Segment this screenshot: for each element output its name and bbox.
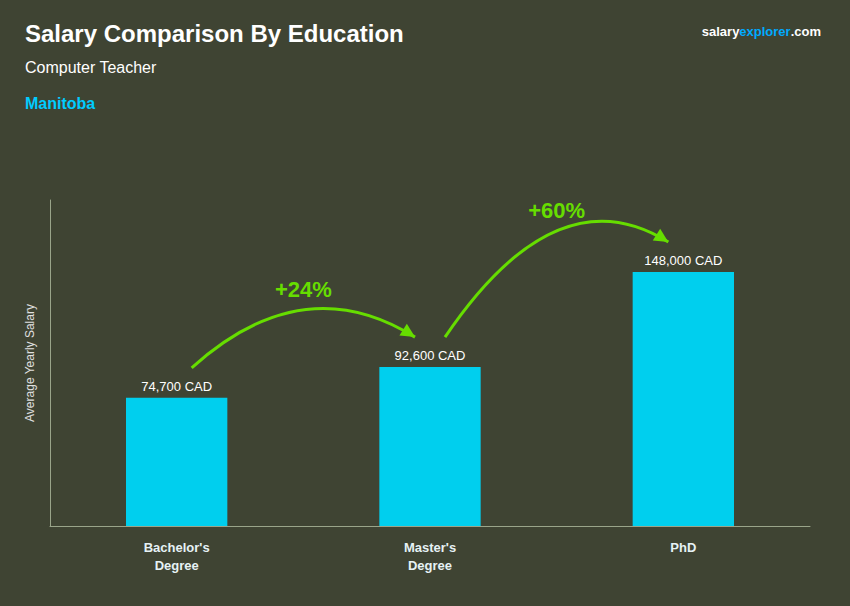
- svg-text:Degree: Degree: [408, 558, 452, 573]
- svg-text:92,600 CAD: 92,600 CAD: [395, 348, 466, 363]
- svg-text:explorer: explorer: [739, 24, 790, 39]
- svg-text:Computer Teacher: Computer Teacher: [25, 59, 157, 76]
- svg-text:Manitoba: Manitoba: [25, 95, 95, 112]
- svg-text:74,700 CAD: 74,700 CAD: [141, 379, 212, 394]
- svg-text:Bachelor's: Bachelor's: [144, 540, 210, 555]
- svg-text:.com: .com: [791, 24, 821, 39]
- svg-text:Average Yearly Salary: Average Yearly Salary: [23, 304, 37, 422]
- svg-text:PhD: PhD: [670, 540, 696, 555]
- svg-text:+24%: +24%: [275, 277, 332, 302]
- svg-text:Salary Comparison By Education: Salary Comparison By Education: [25, 20, 404, 47]
- svg-text:salary: salary: [702, 24, 740, 39]
- svg-text:+60%: +60%: [528, 198, 585, 223]
- svg-text:Master's: Master's: [404, 540, 456, 555]
- svg-text:148,000 CAD: 148,000 CAD: [644, 253, 722, 268]
- svg-text:Degree: Degree: [155, 558, 199, 573]
